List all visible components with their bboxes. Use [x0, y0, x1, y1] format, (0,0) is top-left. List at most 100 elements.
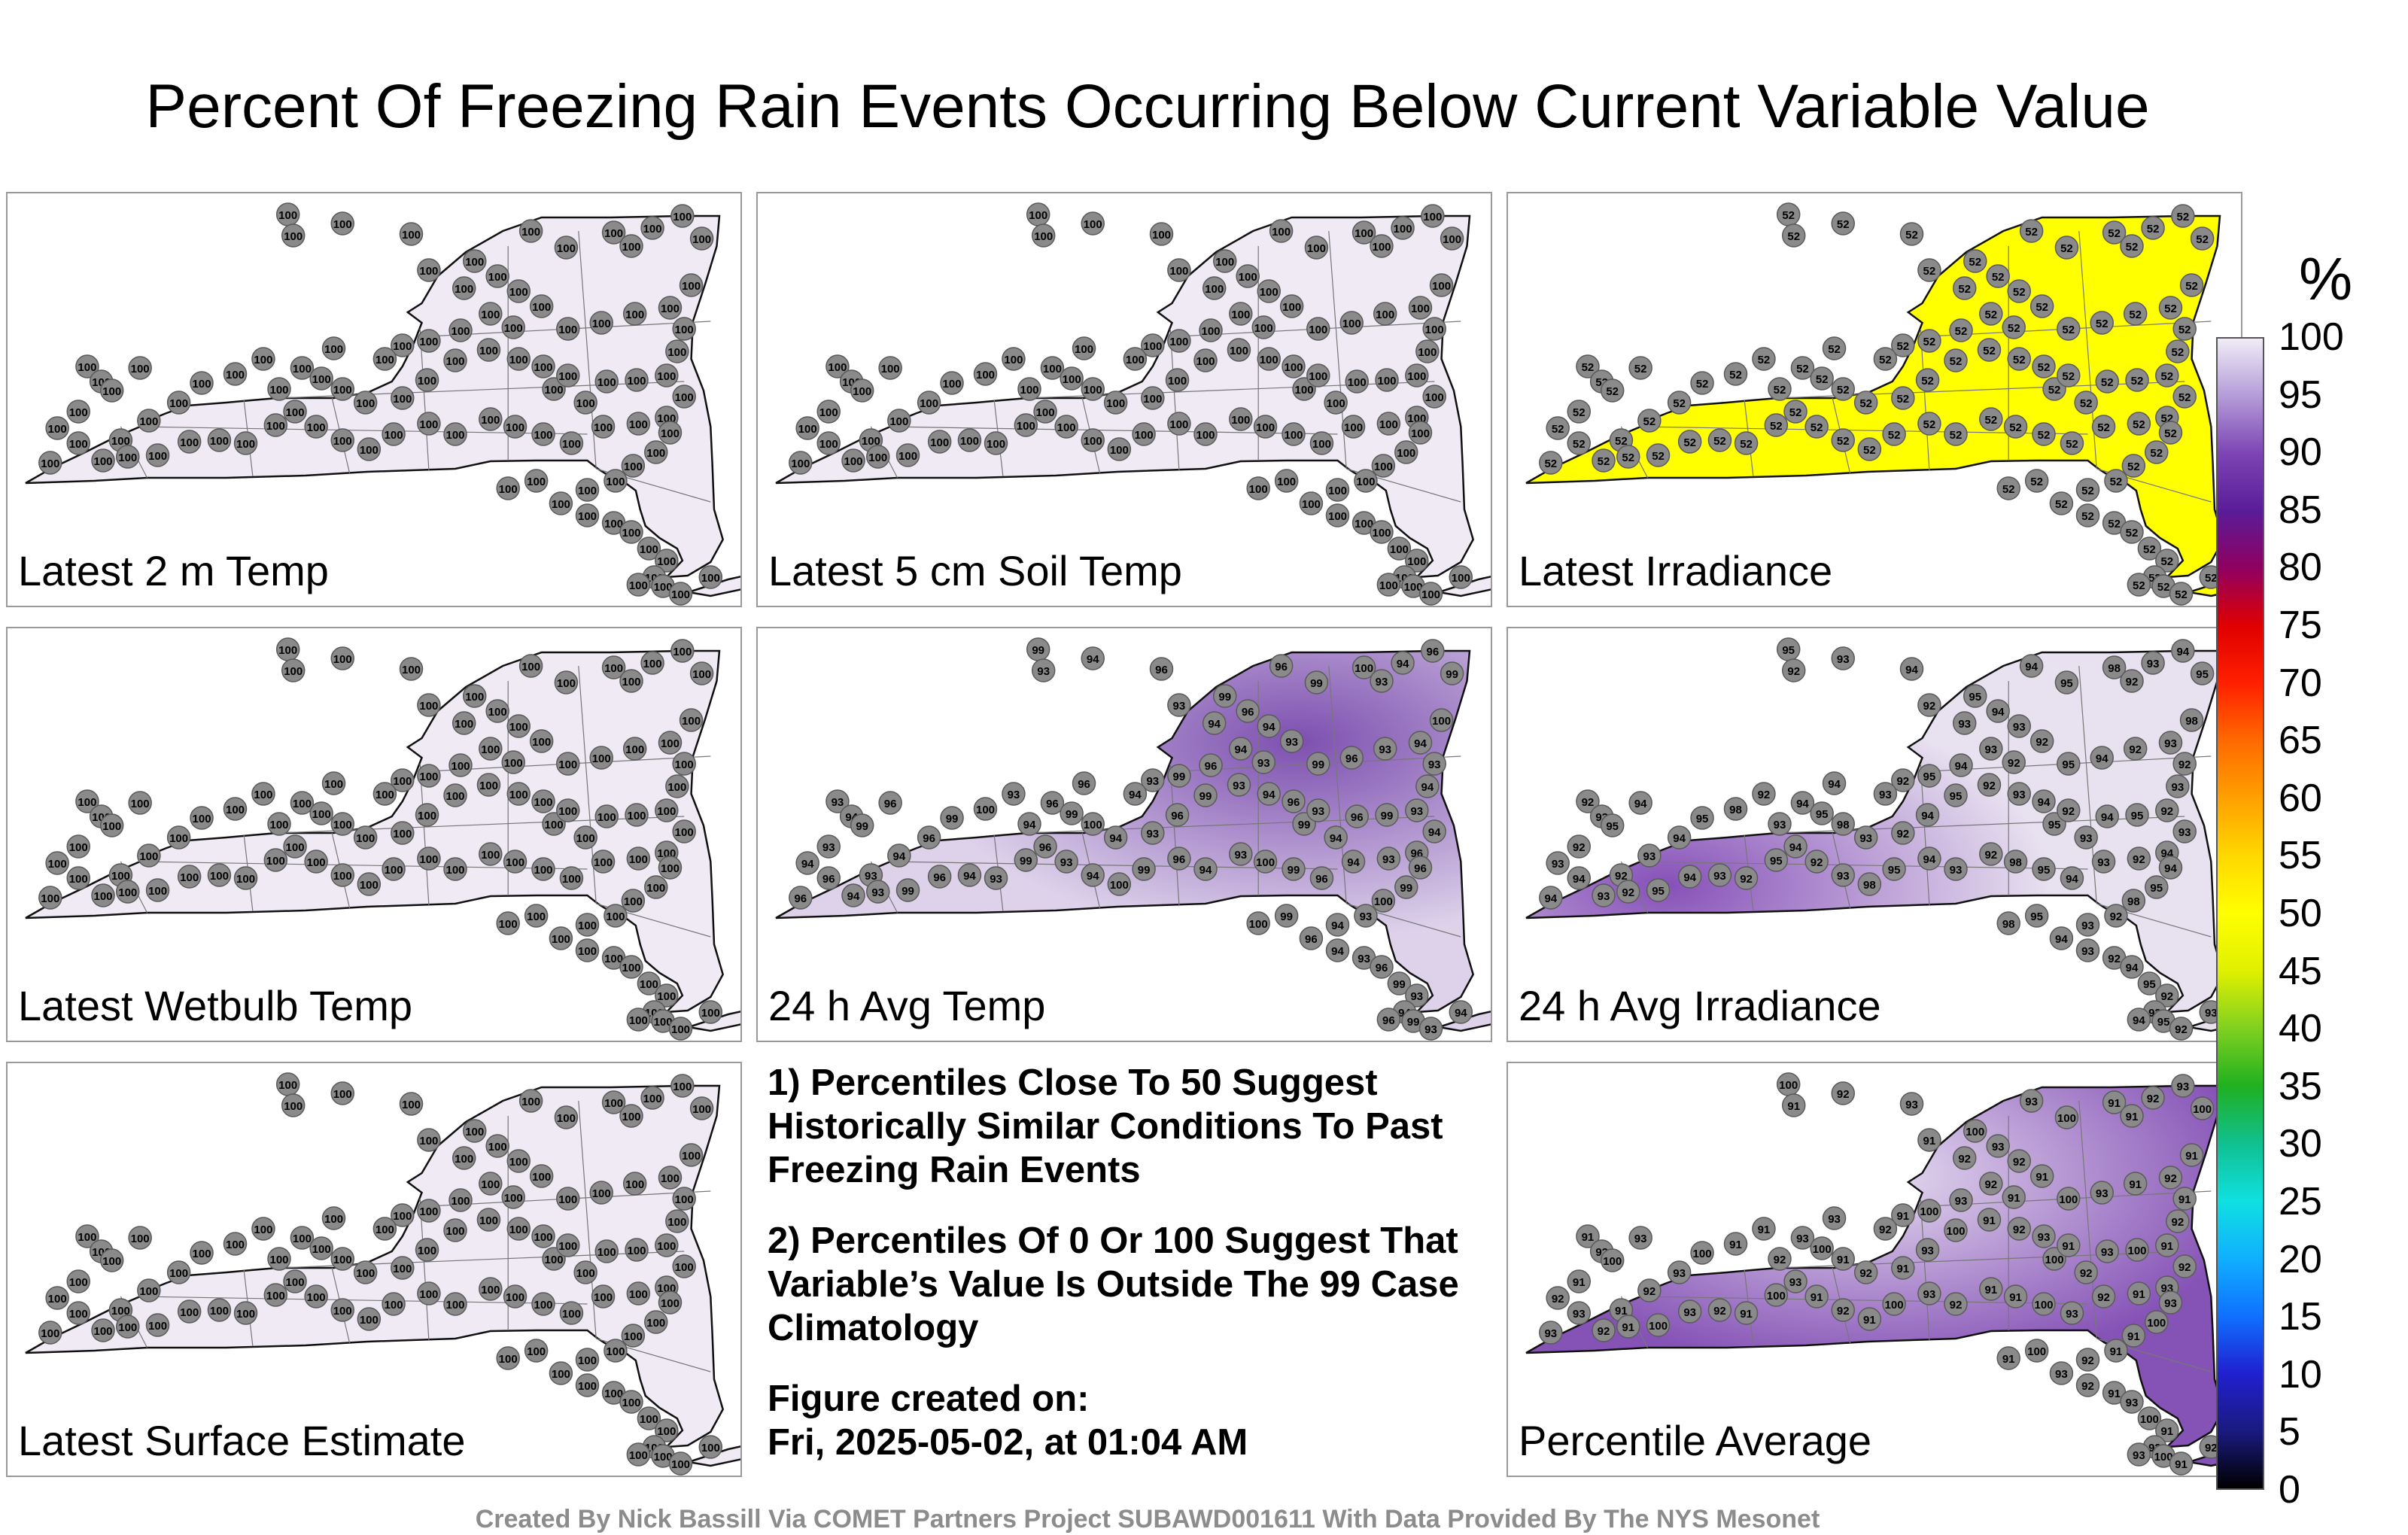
station-value: 100 [853, 385, 871, 398]
station-value: 100 [2140, 1413, 2159, 1426]
station-value: 91 [1740, 1308, 1753, 1321]
station-value: 91 [2002, 1353, 2015, 1366]
station-marker: 91 [2127, 1281, 2151, 1306]
station-marker: 94 [1567, 866, 1591, 890]
station-value: 94 [1634, 798, 1647, 810]
station-value: 100 [1084, 384, 1102, 397]
station-value: 100 [111, 435, 130, 448]
station-marker: 93 [2075, 913, 2100, 937]
station-value: 100 [1169, 265, 1188, 278]
station-marker: 98 [1831, 812, 1855, 836]
station-value: 92 [1950, 1299, 1963, 1312]
station-marker: 100 [549, 1361, 573, 1385]
station-value: 100 [1376, 309, 1394, 321]
station-marker: 100 [2151, 1444, 2175, 1468]
station-value: 99 [1407, 1016, 1420, 1029]
county-boundary [1169, 763, 1180, 906]
station-marker: 94 [2060, 866, 2084, 890]
station-value: 52 [2030, 476, 2043, 488]
station-marker: 100 [672, 385, 696, 409]
station-value: 100 [1328, 485, 1347, 497]
station-marker: 96 [1199, 753, 1223, 777]
station-marker: 52 [1567, 400, 1591, 424]
station-value: 100 [1374, 895, 1393, 908]
station-value: 94 [2133, 1014, 2145, 1027]
station-marker: 93 [1370, 669, 1394, 693]
station-marker: 100 [275, 637, 300, 661]
station-value: 93 [1544, 1327, 1557, 1340]
station-value: 100 [1407, 555, 1426, 568]
station-marker: 100 [589, 746, 613, 770]
station-value: 93 [2126, 1397, 2139, 1409]
station-value: 99 [1298, 819, 1311, 831]
station-marker: 100 [116, 1315, 140, 1339]
station-value: 52 [1983, 345, 1996, 357]
station-value: 100 [558, 1193, 577, 1206]
station-marker: 92 [2104, 904, 2128, 928]
station-marker: 100 [263, 413, 288, 437]
station-marker: 100 [443, 1292, 467, 1316]
station-marker: 91 [2104, 1339, 2128, 1363]
colorbar-tick-label: 10 [2279, 1352, 2322, 1397]
station-marker: 100 [1306, 317, 1330, 341]
station-value: 100 [606, 476, 625, 488]
station-marker: 98 [1857, 872, 1882, 896]
station-marker: 95 [2054, 670, 2079, 695]
station-marker: 92 [1707, 1298, 1732, 1322]
station-marker: 92 [2123, 737, 2148, 761]
station-value: 93 [1424, 1023, 1437, 1036]
station-marker: 92 [2102, 946, 2127, 970]
station-marker: 91 [1979, 1277, 2003, 1301]
station-value: 92 [2080, 1267, 2093, 1280]
station-marker: 92 [1637, 1278, 1662, 1302]
station-marker: 100 [1422, 317, 1446, 341]
station-value: 100 [419, 771, 438, 783]
station-value: 91 [2178, 1193, 2191, 1206]
station-value: 100 [667, 346, 686, 359]
station-value: 100 [278, 644, 297, 657]
station-value: 93 [1796, 1233, 1809, 1245]
station-value: 100 [667, 781, 686, 794]
station-value: 100 [629, 579, 648, 592]
colorbar-tick-label: 5 [2279, 1410, 2300, 1454]
station-marker: 99 [1014, 848, 1038, 872]
station-value: 100 [1649, 1320, 1668, 1333]
colorbar-tick-label: 30 [2279, 1122, 2322, 1166]
station-value: 100 [629, 853, 648, 866]
station-value: 100 [180, 1306, 199, 1319]
station-value: 100 [930, 436, 949, 449]
station-marker: 100 [622, 1172, 647, 1196]
station-marker: 100 [177, 865, 202, 889]
station-value: 52 [1958, 283, 1971, 296]
station-marker: 100 [1371, 889, 1396, 913]
station-value: 100 [504, 1192, 523, 1205]
station-value: 94 [2038, 796, 2051, 809]
station-marker: 100 [177, 430, 202, 454]
station-value: 99 [856, 820, 868, 833]
station-marker: 100 [190, 371, 214, 395]
station-marker: 93 [1592, 883, 1616, 907]
station-marker: 100 [637, 1406, 661, 1430]
station-value: 100 [604, 1097, 623, 1110]
station-value: 99 [1173, 771, 1186, 783]
station-marker: 100 [275, 1072, 300, 1096]
station-marker: 92 [2155, 798, 2179, 822]
station-value: 100 [622, 241, 640, 254]
station-marker: 100 [668, 582, 693, 606]
station-marker: 93 [1873, 782, 1898, 806]
station-value: 99 [1310, 677, 1323, 690]
station-marker: 91 [1831, 1247, 1855, 1271]
station-value: 93 [1376, 676, 1388, 688]
station-value: 100 [479, 780, 498, 792]
station-marker: 52 [2074, 391, 2098, 415]
station-value: 100 [509, 354, 528, 366]
station-value: 93 [2013, 789, 2026, 801]
station-marker: 93 [1986, 1134, 2010, 1158]
station-marker: 100 [1429, 708, 1454, 732]
station-marker: 92 [2172, 752, 2197, 776]
station-marker: 100 [506, 1149, 531, 1173]
station-value: 93 [871, 886, 884, 899]
station-value: 96 [794, 892, 807, 905]
station-value: 100 [828, 361, 847, 374]
station-marker: 52 [2125, 368, 2149, 392]
